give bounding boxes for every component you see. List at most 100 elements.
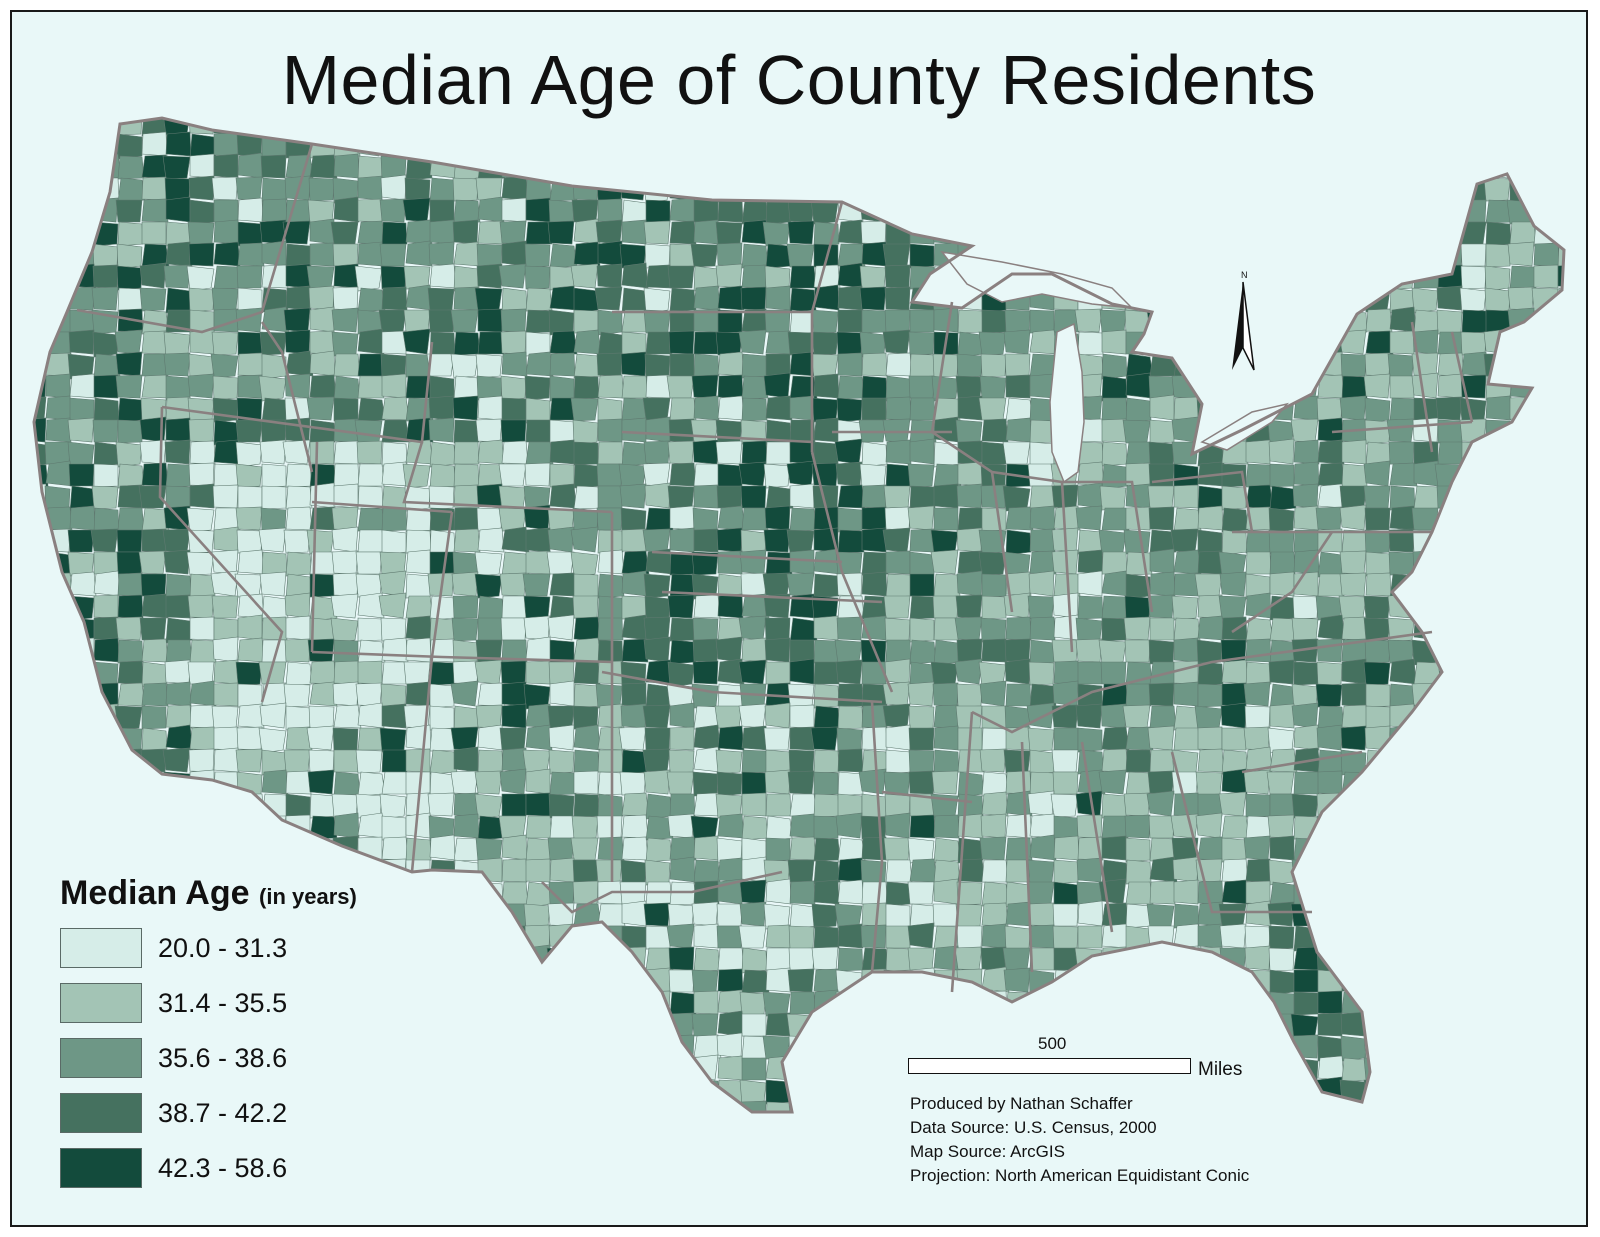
county-cell — [666, 923, 695, 949]
county-cell — [765, 878, 792, 905]
county-cell — [861, 990, 890, 1015]
county-cell — [1269, 351, 1296, 377]
county-cell — [835, 812, 863, 839]
county-cell — [357, 639, 386, 665]
county-cell — [332, 243, 359, 267]
county-cell — [1053, 221, 1082, 247]
county-cell — [333, 771, 361, 797]
county-cell — [165, 704, 193, 729]
county-cell — [188, 242, 215, 267]
county-cell — [716, 485, 743, 509]
county-cell — [525, 792, 551, 817]
county-cell — [932, 353, 959, 378]
county-cell — [1484, 265, 1511, 292]
county-cell — [189, 573, 216, 599]
county-cell — [428, 131, 455, 157]
county-cell — [141, 593, 169, 619]
county-cell — [1389, 330, 1415, 355]
county-cell — [1291, 617, 1319, 642]
county-cell — [933, 307, 959, 333]
legend-item: 20.0 - 31.3 — [60, 928, 420, 968]
county-cell — [427, 945, 455, 971]
county-cell — [1506, 1057, 1535, 1082]
county-cell — [1461, 527, 1488, 553]
county-cell — [642, 704, 671, 729]
county-cell — [789, 287, 817, 313]
county-cell — [428, 417, 455, 443]
county-cell — [885, 550, 911, 575]
county-cell — [1509, 177, 1535, 203]
county-cell — [1555, 947, 1564, 971]
county-cell — [187, 791, 215, 817]
county-cell — [525, 419, 552, 443]
county-cell — [1146, 790, 1175, 817]
county-cell — [1316, 265, 1343, 292]
county-cell — [1173, 507, 1202, 533]
county-cell — [1458, 639, 1487, 663]
county-cell — [1293, 661, 1319, 686]
county-cell — [861, 352, 888, 377]
county-cell — [1101, 815, 1129, 839]
county-cell — [1317, 462, 1346, 487]
county-cell — [1339, 572, 1367, 597]
county-cell — [1053, 727, 1079, 751]
county-cell — [43, 265, 71, 291]
county-cell — [501, 834, 528, 861]
county-cell — [285, 551, 313, 577]
county-cell — [1244, 177, 1271, 201]
county-cell — [163, 549, 191, 575]
county-cell — [1557, 746, 1564, 773]
county-cell — [1317, 614, 1346, 641]
county-cell — [450, 924, 479, 949]
county-cell — [1363, 1013, 1391, 1038]
county-cell — [741, 397, 768, 422]
county-cell — [1339, 395, 1367, 421]
county-cell — [68, 329, 95, 355]
county-cell — [477, 439, 505, 465]
county-cell — [813, 133, 839, 159]
county-cell — [1533, 330, 1562, 355]
county-cell — [93, 727, 119, 753]
county-cell — [954, 658, 983, 685]
county-cell — [331, 506, 359, 531]
legend-unit: (in years) — [259, 884, 357, 909]
county-cell — [908, 705, 935, 730]
county-cell — [164, 659, 191, 685]
county-cell — [1532, 573, 1559, 598]
county-cell — [213, 815, 241, 839]
county-cell — [956, 353, 983, 379]
county-cell — [765, 177, 792, 202]
county-cell — [643, 287, 671, 314]
county-cell — [1485, 1077, 1513, 1103]
county-cell — [1218, 595, 1247, 620]
county-cell — [501, 351, 528, 377]
county-cell — [1386, 418, 1415, 443]
county-cell — [331, 307, 359, 333]
county-cell — [117, 155, 145, 180]
county-cell — [956, 638, 983, 663]
county-cell — [717, 725, 745, 751]
county-cell — [1532, 947, 1559, 972]
county-cell — [1387, 968, 1415, 993]
county-cell — [717, 593, 744, 619]
county-cell — [213, 659, 240, 685]
county-cell — [427, 1056, 455, 1081]
county-cell — [1243, 681, 1271, 707]
county-cell — [1437, 155, 1465, 179]
county-cell — [355, 749, 383, 774]
county-cell — [381, 286, 408, 311]
county-cell — [165, 639, 193, 663]
county-cell — [573, 1013, 602, 1039]
county-cell — [669, 309, 695, 335]
county-cell — [1268, 947, 1295, 972]
county-cell — [1291, 793, 1319, 819]
county-cell — [597, 155, 623, 179]
county-cell — [762, 572, 791, 597]
county-cell — [525, 1079, 554, 1103]
county-cell — [1557, 793, 1564, 817]
county-cell — [1029, 441, 1055, 467]
county-cell — [1339, 485, 1367, 509]
county-cell — [597, 441, 624, 465]
county-cell — [43, 749, 71, 776]
county-cell — [1029, 749, 1055, 776]
